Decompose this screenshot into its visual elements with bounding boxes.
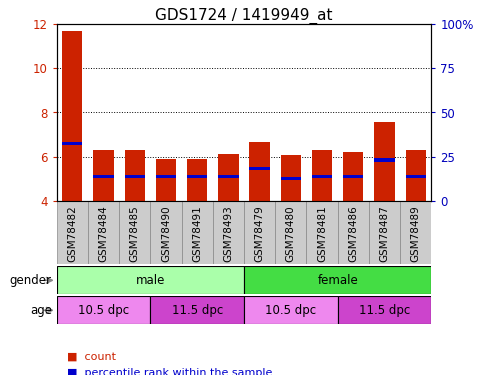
Title: GDS1724 / 1419949_at: GDS1724 / 1419949_at bbox=[155, 8, 333, 24]
Bar bbox=[406, 175, 426, 178]
Bar bbox=[119, 201, 150, 264]
Text: GSM78493: GSM78493 bbox=[223, 206, 233, 262]
Text: ■  percentile rank within the sample: ■ percentile rank within the sample bbox=[67, 368, 272, 375]
Bar bbox=[374, 122, 395, 201]
Bar bbox=[57, 201, 88, 264]
Text: age: age bbox=[30, 304, 52, 317]
Bar bbox=[57, 296, 150, 324]
Bar bbox=[312, 175, 332, 178]
Bar bbox=[369, 201, 400, 264]
Bar bbox=[150, 201, 181, 264]
Bar bbox=[281, 177, 301, 180]
Text: GSM78490: GSM78490 bbox=[161, 206, 171, 262]
Bar bbox=[249, 142, 270, 201]
Bar bbox=[244, 266, 431, 294]
Bar bbox=[93, 175, 114, 178]
Bar bbox=[400, 201, 431, 264]
Bar bbox=[343, 175, 363, 178]
Text: 11.5 dpc: 11.5 dpc bbox=[359, 304, 410, 317]
Text: GSM78481: GSM78481 bbox=[317, 206, 327, 262]
Bar bbox=[93, 150, 114, 201]
Bar bbox=[249, 167, 270, 171]
Text: gender: gender bbox=[10, 274, 52, 287]
Bar bbox=[187, 159, 208, 201]
Text: GSM78487: GSM78487 bbox=[380, 206, 389, 262]
Bar bbox=[125, 150, 145, 201]
Bar bbox=[150, 296, 244, 324]
Text: GSM78486: GSM78486 bbox=[349, 206, 358, 262]
Bar bbox=[181, 201, 213, 264]
Bar bbox=[62, 31, 82, 201]
Bar bbox=[244, 201, 275, 264]
Bar bbox=[156, 159, 176, 201]
Text: GSM78491: GSM78491 bbox=[192, 206, 202, 262]
Bar bbox=[62, 142, 82, 145]
Bar bbox=[406, 150, 426, 201]
Text: GSM78479: GSM78479 bbox=[255, 206, 265, 262]
Bar bbox=[275, 201, 307, 264]
Text: female: female bbox=[317, 274, 358, 287]
Bar bbox=[343, 152, 363, 201]
Text: GSM78484: GSM78484 bbox=[99, 206, 108, 262]
Bar bbox=[88, 201, 119, 264]
Bar bbox=[307, 201, 338, 264]
Text: male: male bbox=[136, 274, 165, 287]
Text: GSM78485: GSM78485 bbox=[130, 206, 140, 262]
Text: GSM78480: GSM78480 bbox=[286, 206, 296, 262]
Bar bbox=[218, 175, 239, 178]
Bar bbox=[312, 150, 332, 201]
Bar bbox=[156, 175, 176, 178]
Bar bbox=[374, 158, 395, 162]
Bar bbox=[125, 175, 145, 178]
Text: GSM78482: GSM78482 bbox=[68, 206, 77, 262]
Text: 10.5 dpc: 10.5 dpc bbox=[78, 304, 129, 317]
Bar bbox=[187, 175, 208, 178]
Text: GSM78489: GSM78489 bbox=[411, 206, 421, 262]
Bar bbox=[57, 266, 244, 294]
Bar bbox=[244, 296, 338, 324]
Text: 11.5 dpc: 11.5 dpc bbox=[172, 304, 223, 317]
Bar bbox=[213, 201, 244, 264]
Text: ■  count: ■ count bbox=[67, 351, 115, 361]
Bar bbox=[338, 201, 369, 264]
Text: 10.5 dpc: 10.5 dpc bbox=[265, 304, 317, 317]
Bar bbox=[338, 296, 431, 324]
Bar bbox=[218, 154, 239, 201]
Bar bbox=[281, 156, 301, 201]
